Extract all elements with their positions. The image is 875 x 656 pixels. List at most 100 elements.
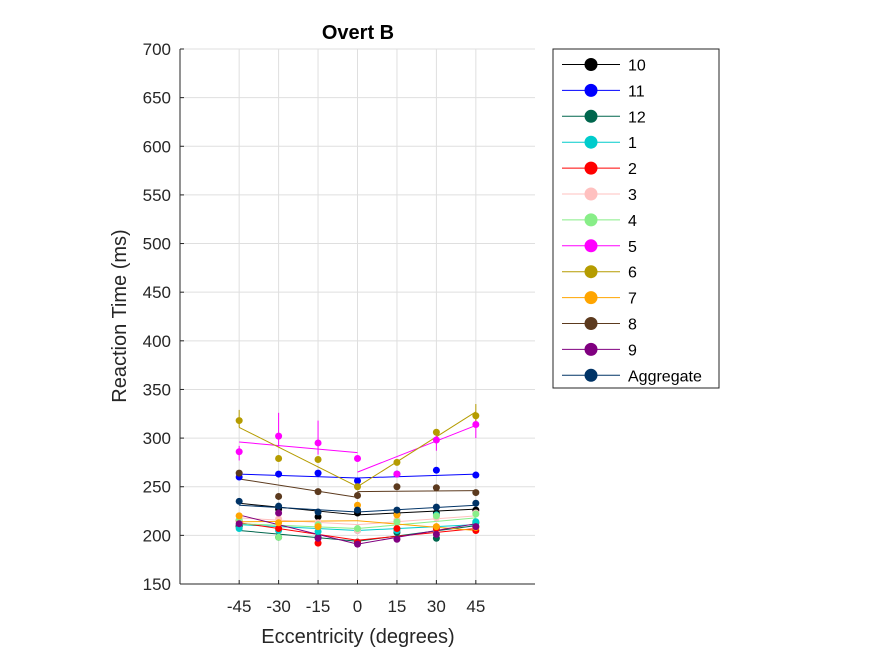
y-tick-label: 700 — [143, 40, 171, 59]
data-point-series-2 — [393, 525, 401, 533]
fit-lines — [238, 411, 477, 545]
data-point-series-9 — [235, 520, 243, 528]
data-point-series-Aggregate — [314, 508, 322, 516]
legend-marker-4 — [584, 213, 598, 227]
legend-box — [552, 48, 720, 389]
x-tick-label: -15 — [306, 597, 331, 616]
data-point-series-6 — [235, 417, 243, 425]
y-tick-label: 400 — [143, 332, 171, 351]
legend-label: 1 — [628, 135, 637, 152]
legend-label: 12 — [628, 109, 646, 126]
data-point-series-1 — [314, 527, 322, 535]
data-point-series-6 — [393, 458, 401, 466]
legend-label: 11 — [628, 83, 645, 100]
data-point-series-11 — [314, 469, 322, 477]
data-point-series-2 — [314, 539, 322, 547]
data-point-series-8 — [432, 484, 440, 492]
fit-line-series-8 — [239, 478, 358, 498]
data-point-series-5 — [275, 432, 283, 440]
data-point-series-9 — [314, 534, 322, 542]
fit-line-series-5 — [239, 441, 358, 454]
data-point-series-11 — [354, 477, 361, 485]
fit-line-series-1 — [357, 524, 476, 531]
x-tick-label: 30 — [427, 597, 446, 616]
legend-marker-8 — [584, 317, 598, 330]
fit-line-series-6 — [357, 411, 477, 488]
y-tick-label: 350 — [143, 380, 171, 399]
data-point-series-8 — [275, 492, 283, 500]
y-tick-label: 550 — [143, 186, 171, 205]
fit-line-series-6 — [238, 426, 358, 488]
fit-line-series-11 — [357, 473, 476, 479]
legend-label: 7 — [628, 291, 637, 308]
data-point-series-6 — [472, 412, 480, 420]
legend-label: Aggregate — [628, 368, 702, 385]
fit-line-series-9 — [239, 514, 358, 545]
y-tick-label: 250 — [143, 478, 171, 497]
y-tick-label: 500 — [143, 235, 171, 254]
data-point-series-8 — [354, 491, 361, 499]
legend-label: 10 — [628, 58, 646, 75]
fit-line-series-8 — [357, 490, 476, 493]
y-axis-label: Reaction Time (ms) — [109, 229, 131, 402]
data-point-series-9 — [393, 535, 401, 543]
data-point-series-2 — [275, 525, 283, 533]
legend-label: 2 — [628, 161, 637, 178]
data-point-series-11 — [432, 466, 440, 474]
data-point-series-7 — [354, 501, 361, 509]
legend-marker-3 — [584, 187, 598, 201]
fit-line-series-4 — [357, 517, 476, 530]
data-point-series-Aggregate — [354, 506, 361, 514]
legend-marker-5 — [584, 239, 598, 253]
data-point-series-4 — [432, 512, 440, 520]
data-point-series-8 — [314, 488, 322, 496]
data-point-series-5 — [472, 420, 480, 428]
x-tick-labels: -45 -30 -15 0 15 30 45 — [227, 597, 485, 616]
y-tick-label: 650 — [143, 89, 171, 108]
y-tick-labels: 150 200 250 300 350 400 450 500 550 600 650 700 — [143, 40, 171, 594]
legend-marker-7 — [584, 291, 598, 305]
data-point-series-11 — [275, 470, 283, 478]
data-point-series-Aggregate — [235, 497, 243, 505]
legend-label: 8 — [628, 317, 637, 334]
data-point-series-5 — [393, 470, 401, 478]
fit-line-series-3 — [357, 515, 476, 526]
data-point-series-Aggregate — [472, 499, 480, 507]
legend-marker-10 — [584, 58, 598, 71]
data-point-series-5 — [235, 448, 243, 456]
legend-label: 3 — [628, 187, 637, 204]
data-point-series-4 — [393, 518, 401, 526]
x-axis-label: Eccentricity (degrees) — [261, 626, 454, 648]
data-point-series-9 — [275, 509, 283, 517]
data-point-series-7 — [235, 512, 243, 520]
axes — [179, 48, 535, 585]
fit-line-series-4 — [239, 523, 358, 530]
data-point-series-8 — [235, 469, 243, 477]
x-tick-label: -30 — [266, 597, 291, 616]
legend-marker-6 — [584, 265, 598, 279]
fit-line-series-10 — [357, 508, 476, 516]
fit-line-series-7 — [239, 520, 358, 523]
fit-line-series-7 — [357, 520, 476, 531]
x-tick-label: -45 — [227, 597, 252, 616]
data-point-series-8 — [393, 483, 401, 491]
y-tick-label: 300 — [143, 429, 171, 448]
legend-label: 4 — [628, 213, 637, 230]
data-point-series-7 — [314, 523, 322, 531]
y-tick-label: 150 — [143, 575, 171, 594]
legend-label: 6 — [628, 265, 637, 282]
data-point-series-5 — [432, 436, 440, 444]
data-point-series-6 — [275, 455, 283, 463]
fit-line-series-9 — [357, 523, 476, 545]
data-point-series-Aggregate — [275, 502, 283, 510]
data-point-series-Aggregate — [432, 503, 440, 511]
data-point-series-4 — [472, 510, 480, 518]
data-point-series-1 — [472, 518, 480, 526]
x-tick-label: 0 — [353, 597, 362, 616]
legend-marker-1 — [584, 135, 598, 149]
data-point-series-9 — [432, 530, 440, 538]
legend-marker-9 — [584, 342, 598, 356]
x-tick-label: 15 — [387, 597, 406, 616]
